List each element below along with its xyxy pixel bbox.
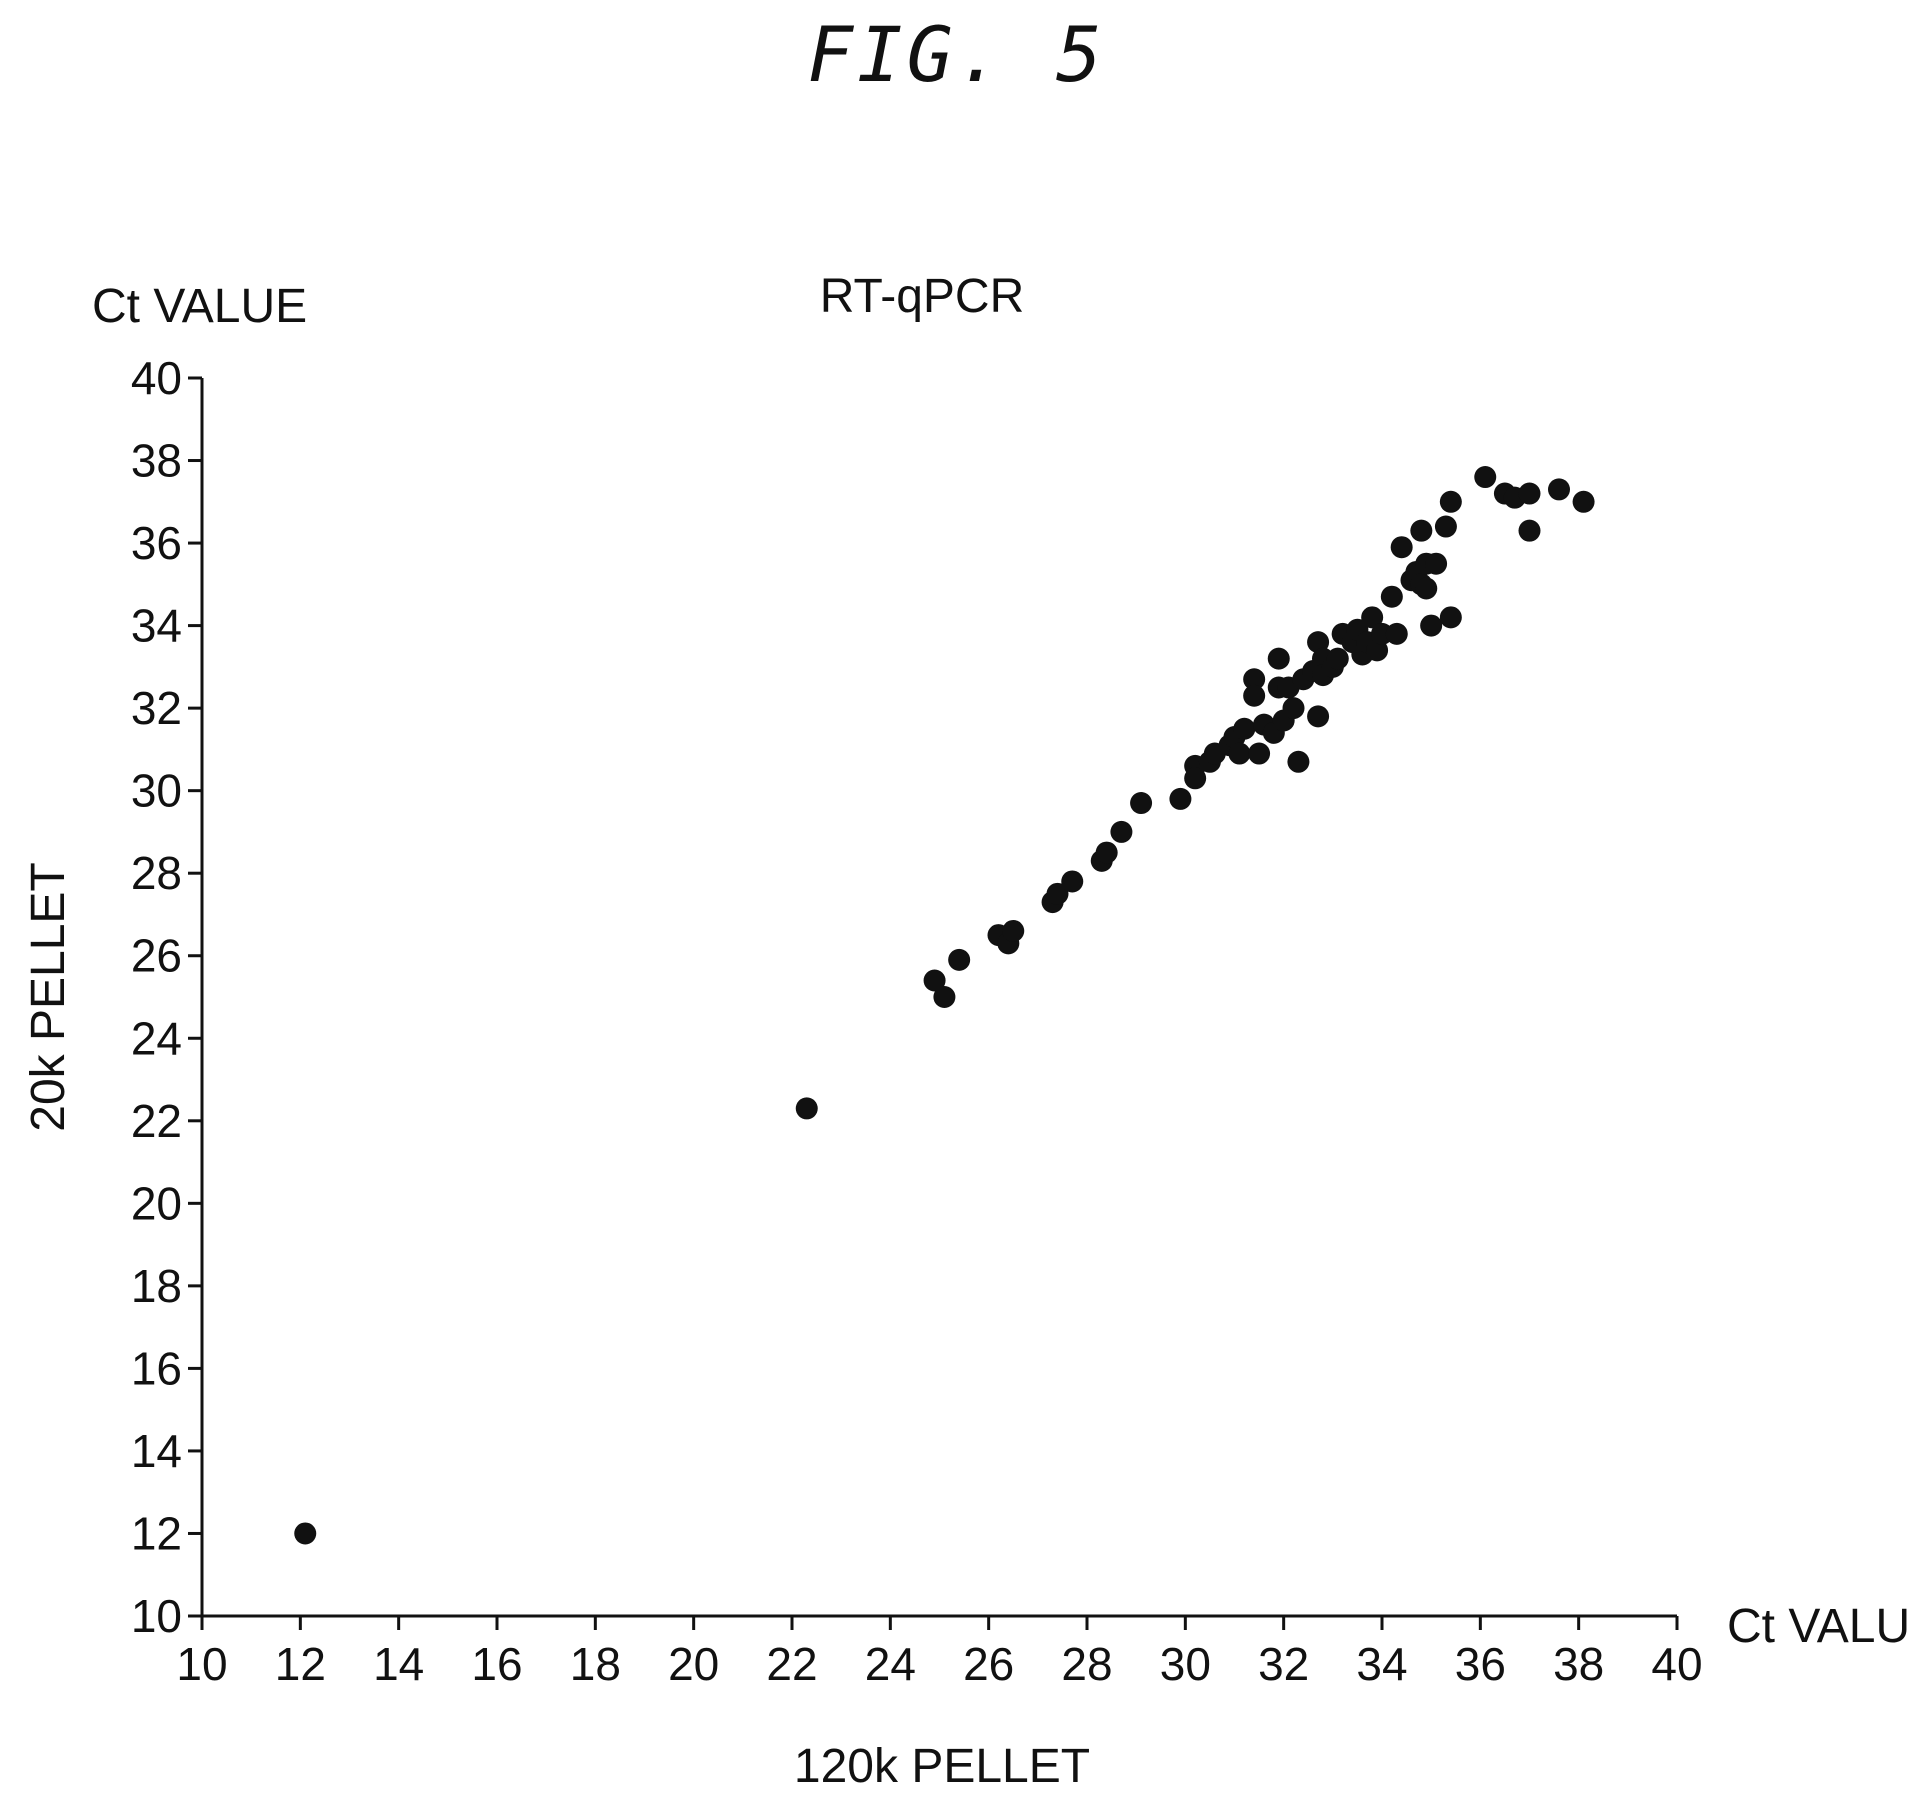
data-point: [1548, 478, 1570, 501]
y-tick-label: 32: [131, 682, 182, 734]
data-point: [294, 1522, 317, 1545]
x-tick-label: 26: [963, 1638, 1014, 1690]
y-tick-label: 20: [131, 1177, 182, 1229]
x-tick-label: 18: [570, 1638, 621, 1690]
data-point: [1518, 482, 1541, 505]
y-tick-label: 16: [131, 1342, 182, 1394]
x-tick-label: 34: [1356, 1638, 1407, 1690]
data-point: [948, 948, 971, 971]
data-point: [1410, 519, 1433, 542]
data-point: [933, 986, 956, 1008]
data-point: [1282, 697, 1305, 720]
x-tick-label: 14: [373, 1638, 424, 1690]
data-point: [1474, 466, 1497, 489]
x-tick-label: 16: [471, 1638, 522, 1690]
y-axis-ticks: 10 12 14 16 18 20 22 24 26 28 30 32 34 36 38 40: [131, 352, 202, 1642]
data-point: [1061, 870, 1084, 893]
data-point: [1439, 606, 1462, 629]
x-tick-label: 20: [668, 1638, 719, 1690]
data-point: [1287, 750, 1310, 773]
data-point: [1415, 577, 1438, 600]
data-point: [1169, 787, 1192, 810]
x-axis-ticks: 10 12 14 16 18 20 22 24 26 28 30 32 34 36 38 40: [176, 1616, 1703, 1690]
x-tick-label: 24: [865, 1638, 916, 1690]
x-tick-label: 30: [1160, 1638, 1211, 1690]
figure-label: FIG. 5: [807, 10, 1106, 99]
data-point: [1390, 536, 1413, 559]
x-axis-title: 120k PELLET: [794, 1740, 1090, 1793]
x-tick-label: 12: [275, 1638, 326, 1690]
data-point: [1228, 742, 1251, 765]
data-point: [1248, 742, 1271, 765]
data-point: [795, 1097, 818, 1120]
x-tick-label: 10: [176, 1638, 227, 1690]
data-point: [1439, 490, 1462, 513]
y-tick-label: 14: [131, 1425, 182, 1477]
y-tick-label: 30: [131, 765, 182, 817]
data-point: [1572, 490, 1595, 513]
x-tick-label: 32: [1258, 1638, 1309, 1690]
y-tick-label: 26: [131, 930, 182, 982]
data-point: [1380, 585, 1403, 608]
y-tick-label: 36: [131, 517, 182, 569]
y-tick-label: 34: [131, 600, 182, 652]
x-axis-unit-label: Ct VALUE: [1727, 1600, 1913, 1653]
y-tick-label: 24: [131, 1012, 182, 1064]
data-point: [1243, 684, 1266, 707]
x-tick-label: 28: [1061, 1638, 1112, 1690]
data-point: [1243, 668, 1266, 691]
x-tick-label: 40: [1651, 1638, 1702, 1690]
data-point: [1267, 647, 1290, 670]
y-tick-label: 38: [131, 435, 182, 487]
data-point: [1046, 882, 1069, 905]
x-tick-label: 36: [1455, 1638, 1506, 1690]
data-point: [1233, 717, 1256, 740]
data-point: [1002, 919, 1025, 942]
data-point: [1366, 639, 1389, 662]
data-point: [1434, 515, 1457, 538]
data-point: [923, 969, 946, 992]
y-axis-title: 20k PELLET: [22, 862, 75, 1131]
y-tick-label: 10: [131, 1590, 182, 1642]
data-point: [1361, 606, 1384, 629]
data-point: [1307, 705, 1330, 728]
x-tick-label: 38: [1553, 1638, 1604, 1690]
data-point: [1518, 519, 1541, 542]
data-point: [1385, 622, 1408, 645]
y-axis-unit-label: Ct VALUE: [92, 280, 307, 333]
y-tick-label: 28: [131, 847, 182, 899]
data-point: [1184, 767, 1207, 790]
y-tick-label: 22: [131, 1095, 182, 1147]
data-point: [1420, 614, 1443, 637]
data-point: [1095, 841, 1118, 864]
data-point: [1307, 631, 1330, 654]
y-tick-label: 18: [131, 1260, 182, 1312]
data-points: [294, 466, 1595, 1545]
y-tick-label: 40: [131, 352, 182, 404]
data-point: [1110, 820, 1133, 843]
x-tick-label: 22: [766, 1638, 817, 1690]
data-point: [1326, 647, 1349, 670]
data-point: [1425, 552, 1448, 575]
y-tick-label: 12: [131, 1507, 182, 1559]
chart-title: RT-qPCR: [820, 270, 1025, 323]
data-point: [1130, 792, 1153, 815]
